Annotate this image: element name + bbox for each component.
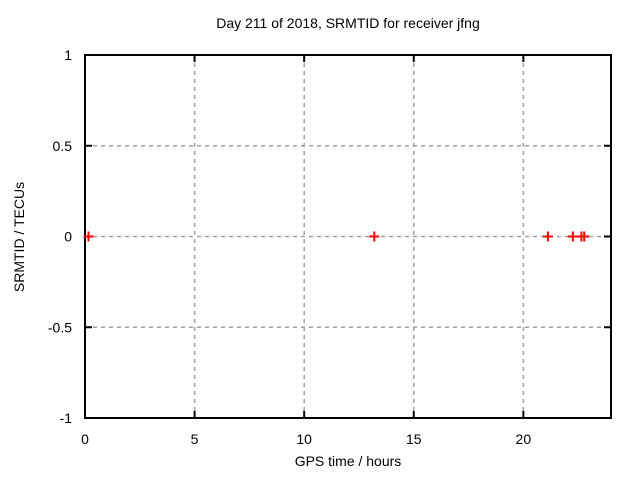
x-tick-label: 10 xyxy=(296,431,312,447)
axis-ticks xyxy=(84,54,611,419)
data-point-marker xyxy=(369,231,380,242)
y-tick-label: 1 xyxy=(64,47,72,63)
x-tick-label: 15 xyxy=(406,431,422,447)
x-tick-label: 20 xyxy=(516,431,532,447)
y-tick-label: -1 xyxy=(60,410,73,426)
x-tick-label: 0 xyxy=(81,431,89,447)
plot-border xyxy=(84,54,612,419)
data-point-marker xyxy=(567,231,578,242)
y-tick-label: 0 xyxy=(64,229,72,245)
y-tick-labels: 1 0.5 0 -0.5 -1 xyxy=(48,47,72,426)
x-axis-label: GPS time / hours xyxy=(294,453,402,469)
y-tick-label: -0.5 xyxy=(48,319,72,335)
y-tick-label: 0.5 xyxy=(53,138,73,154)
grid-lines xyxy=(85,55,611,418)
data-point-marker xyxy=(83,231,94,242)
data-point-marker xyxy=(542,231,553,242)
x-tick-label: 5 xyxy=(191,431,199,447)
data-point-marker xyxy=(579,231,590,242)
data-points xyxy=(83,231,590,242)
x-tick-labels: 0 5 10 15 20 xyxy=(81,431,531,447)
chart-title: Day 211 of 2018, SRMTID for receiver jfn… xyxy=(216,15,480,31)
